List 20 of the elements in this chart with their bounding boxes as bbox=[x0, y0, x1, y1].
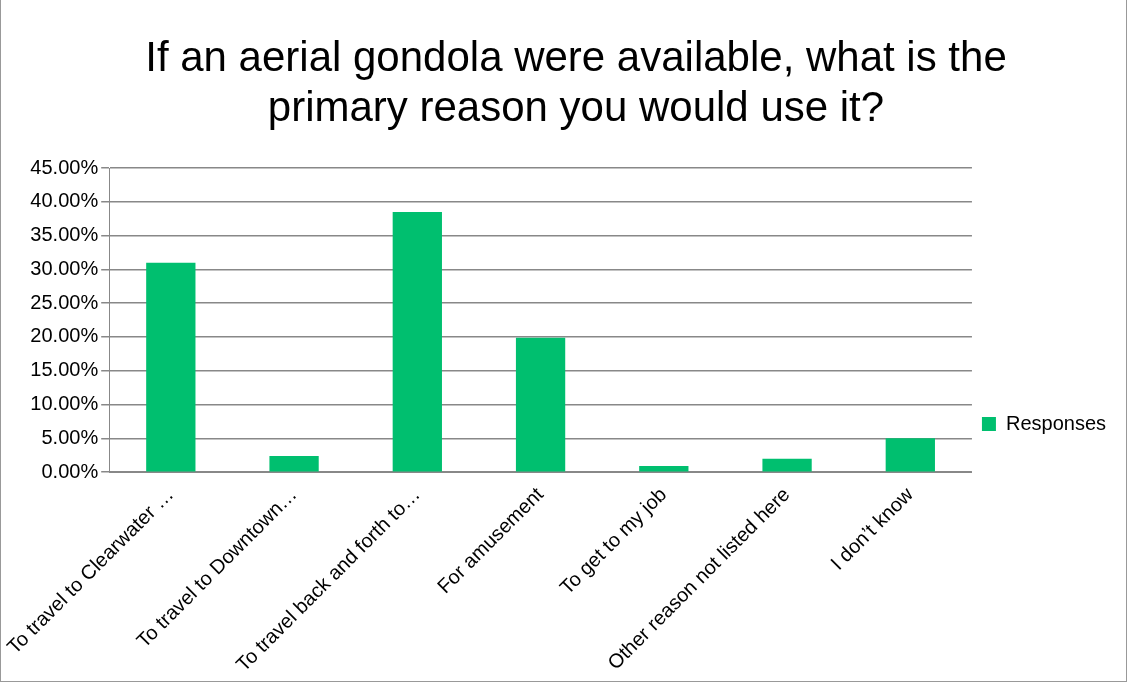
y-tick-label: 25.00% bbox=[30, 290, 99, 313]
y-tick-label: 15.00% bbox=[30, 358, 99, 381]
chart-title: If an aerial gondola were available, what is the primary reason you would use it? bbox=[144, 32, 1008, 132]
bar bbox=[515, 337, 566, 472]
bar bbox=[146, 262, 196, 472]
bar bbox=[639, 466, 689, 472]
y-tick-label: 0.00% bbox=[41, 459, 99, 482]
legend-label: Responses bbox=[1005, 411, 1106, 434]
y-tick-label: 5.00% bbox=[41, 425, 99, 448]
x-tick-label: To get to my job bbox=[555, 482, 671, 599]
y-tick-label: 20.00% bbox=[30, 324, 99, 347]
bar bbox=[885, 438, 935, 472]
y-tick-label: 35.00% bbox=[30, 223, 99, 246]
y-tick-label: 40.00% bbox=[30, 189, 99, 212]
y-tick-label: 45.00% bbox=[30, 155, 99, 178]
bar bbox=[762, 458, 812, 472]
y-tick-label: 10.00% bbox=[30, 392, 99, 415]
y-tick-label: 30.00% bbox=[30, 256, 99, 279]
bar bbox=[269, 455, 319, 472]
bar bbox=[392, 211, 442, 472]
